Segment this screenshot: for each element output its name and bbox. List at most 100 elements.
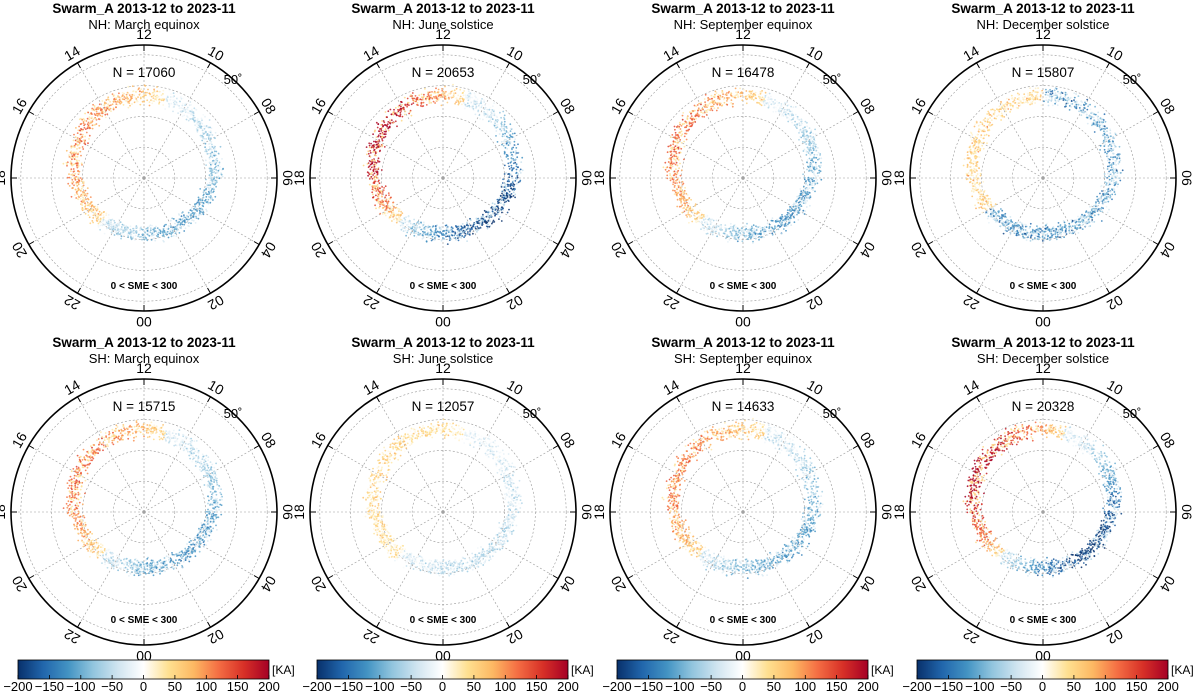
data-point <box>377 192 379 194</box>
data-point <box>459 89 461 91</box>
data-point <box>181 224 183 226</box>
data-point <box>438 89 440 91</box>
data-point <box>730 95 732 97</box>
data-point <box>390 109 392 111</box>
data-point <box>781 108 783 110</box>
data-point <box>512 181 514 183</box>
data-point <box>490 115 492 117</box>
data-point <box>484 210 486 212</box>
data-point <box>211 148 213 150</box>
data-point <box>408 102 410 104</box>
data-point <box>130 234 132 236</box>
data-point <box>516 175 518 177</box>
data-point <box>703 224 705 226</box>
data-point <box>467 102 469 104</box>
data-point <box>81 180 83 182</box>
data-point <box>120 221 122 223</box>
data-point <box>164 108 166 110</box>
data-point <box>712 234 714 236</box>
data-point <box>779 104 781 106</box>
data-point <box>481 105 483 107</box>
data-point <box>97 206 99 208</box>
data-point <box>504 165 506 167</box>
axis-tick <box>208 63 211 68</box>
data-point <box>1001 113 1003 115</box>
data-point <box>447 230 449 232</box>
data-point <box>495 135 497 137</box>
data-point <box>743 235 745 237</box>
data-point <box>150 231 152 233</box>
data-point <box>77 189 79 191</box>
data-point <box>115 107 117 109</box>
mlt-label: 12 <box>136 26 152 42</box>
data-point <box>110 104 112 106</box>
data-point <box>140 88 142 90</box>
data-point <box>72 183 74 185</box>
data-point <box>379 213 381 215</box>
data-point <box>810 130 812 132</box>
data-point <box>487 111 489 113</box>
data-point <box>1071 100 1073 102</box>
data-point <box>794 211 796 213</box>
data-point <box>427 91 429 93</box>
data-point <box>374 181 376 183</box>
data-point <box>222 168 224 170</box>
data-point <box>776 108 778 110</box>
data-point <box>67 177 69 179</box>
data-point <box>722 93 724 95</box>
data-point <box>458 240 460 242</box>
data-point <box>153 97 155 99</box>
data-point <box>94 105 96 107</box>
data-point <box>460 237 462 239</box>
data-point <box>202 199 204 201</box>
data-point <box>83 193 85 195</box>
data-point <box>787 225 789 227</box>
axis-tick <box>507 63 510 68</box>
data-point <box>663 166 665 168</box>
data-point <box>187 107 189 109</box>
data-point <box>377 195 379 197</box>
data-point <box>406 221 408 223</box>
data-point <box>700 228 702 230</box>
data-point <box>786 99 788 101</box>
data-point <box>380 124 382 126</box>
data-point <box>514 133 516 135</box>
data-point <box>89 216 91 218</box>
data-point <box>90 122 92 124</box>
data-point <box>209 190 211 192</box>
data-point <box>788 222 790 224</box>
data-point <box>86 120 88 122</box>
data-point <box>716 226 718 228</box>
data-point <box>790 106 792 108</box>
data-point <box>396 220 398 222</box>
data-point <box>740 92 742 94</box>
data-point <box>480 102 482 104</box>
data-point <box>503 197 505 199</box>
data-point <box>101 112 103 114</box>
data-point <box>85 208 87 210</box>
data-point <box>1114 172 1116 174</box>
data-point <box>754 94 756 96</box>
data-point <box>489 220 491 222</box>
data-point <box>123 104 125 106</box>
data-point <box>668 161 670 163</box>
data-point <box>809 169 811 171</box>
data-point <box>477 219 479 221</box>
data-point <box>684 136 686 138</box>
data-point <box>505 199 507 201</box>
data-point <box>516 183 518 185</box>
data-point <box>709 228 711 230</box>
data-point <box>507 212 509 214</box>
data-point <box>70 168 72 170</box>
data-point <box>469 98 471 100</box>
data-point <box>205 131 207 133</box>
data-point <box>432 236 434 238</box>
data-point <box>385 195 387 197</box>
data-point <box>670 147 672 149</box>
data-point <box>1095 124 1097 126</box>
data-point <box>208 127 210 129</box>
data-point <box>103 211 105 213</box>
data-point <box>1011 223 1013 225</box>
data-point <box>453 237 455 239</box>
